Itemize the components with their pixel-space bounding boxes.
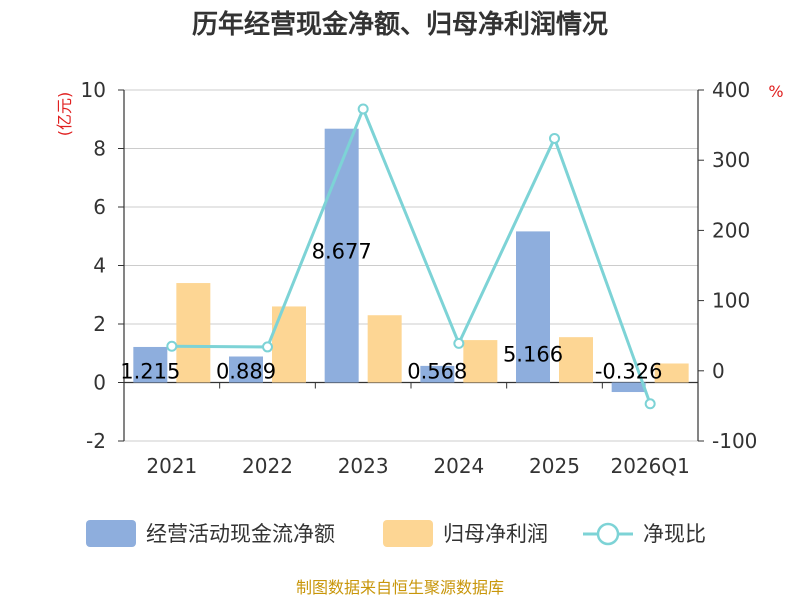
bar-net-profit bbox=[559, 337, 593, 383]
y-left-tick-label: -2 bbox=[86, 429, 106, 453]
y-right-tick-label: -100 bbox=[712, 429, 757, 453]
ratio-point bbox=[357, 103, 369, 115]
data-label-cash-flow: 0.568 bbox=[407, 360, 467, 384]
y-right-tick-label: 0 bbox=[712, 359, 725, 383]
bar-net-profit bbox=[176, 283, 211, 383]
ratio-point bbox=[262, 341, 273, 353]
x-tick-label: 2024 bbox=[433, 454, 484, 478]
data-label-cash-flow: 5.166 bbox=[503, 342, 563, 366]
y-right-tick-label: 100 bbox=[712, 289, 750, 313]
bar-net-profit bbox=[654, 363, 689, 383]
x-tick-label: 2022 bbox=[242, 454, 293, 478]
ratio-point bbox=[644, 398, 656, 410]
legend-label-net-profit: 归母净利润 bbox=[443, 522, 548, 546]
bar-net-profit bbox=[272, 306, 306, 383]
data-label-cash-flow: 8.677 bbox=[312, 240, 372, 264]
x-tick-label: 2021 bbox=[146, 454, 197, 478]
legend: 经营活动现金流净额 归母净利润 净现比 bbox=[86, 520, 706, 547]
legend-swatch-ratio-marker bbox=[596, 522, 620, 546]
legend-swatch-cash-flow bbox=[86, 520, 136, 547]
y-left-tick-label: 6 bbox=[93, 195, 106, 219]
data-label-cash-flow: 1.215 bbox=[120, 360, 180, 384]
ratio-point bbox=[453, 337, 465, 349]
x-tick-label: 2025 bbox=[529, 454, 580, 478]
bar-cash-flow bbox=[420, 365, 455, 383]
y-right-tick-label: 300 bbox=[712, 148, 750, 172]
ratio-point bbox=[166, 340, 178, 352]
legend-label-cash-flow: 经营活动现金流净额 bbox=[146, 522, 335, 546]
bar-cash-flow bbox=[324, 128, 359, 383]
bar-cash-flow bbox=[516, 231, 550, 383]
bar-net-profit bbox=[463, 340, 498, 383]
bar-cash-flow bbox=[133, 346, 168, 383]
ratio-line bbox=[166, 103, 656, 410]
y-left-tick-label: 10 bbox=[81, 78, 106, 102]
legend-label-ratio: 净现比 bbox=[643, 522, 706, 546]
y-right-tick-label: 400 bbox=[712, 78, 750, 102]
y-right-unit: % bbox=[768, 82, 783, 101]
y-right-tick-label: 200 bbox=[712, 218, 750, 242]
legend-swatch-net-profit bbox=[383, 520, 433, 547]
y-left-tick-label: 8 bbox=[93, 137, 106, 161]
axes: 10 8 6 4 2 0 -2 400 300 200 100 0 -100 2021 2022 2023 20… bbox=[81, 78, 758, 478]
data-labels: 1.215 0.889 8.677 0.568 5.166 -0.326 bbox=[120, 240, 662, 384]
source-note: 制图数据来自恒生聚源数据库 bbox=[296, 578, 504, 597]
bar-cash-flow bbox=[229, 356, 263, 383]
bar-net-profit bbox=[367, 315, 402, 383]
data-label-cash-flow: 0.889 bbox=[216, 360, 276, 384]
chart-title: 历年经营现金净额、归母净利润情况 bbox=[192, 9, 608, 40]
y-left-tick-label: 4 bbox=[93, 254, 106, 278]
ratio-line-path bbox=[171, 104, 652, 405]
x-tick-label: 2026Q1 bbox=[610, 454, 689, 478]
data-label-cash-flow: -0.326 bbox=[595, 360, 663, 384]
bars bbox=[133, 128, 689, 393]
ratio-point bbox=[549, 132, 560, 144]
y-left-tick-label: 2 bbox=[93, 312, 106, 336]
x-tick-label: 2023 bbox=[338, 454, 389, 478]
y-left-tick-label: 0 bbox=[93, 371, 106, 395]
y-left-unit: (亿元) bbox=[55, 92, 74, 137]
bar-cash-flow bbox=[611, 382, 646, 393]
